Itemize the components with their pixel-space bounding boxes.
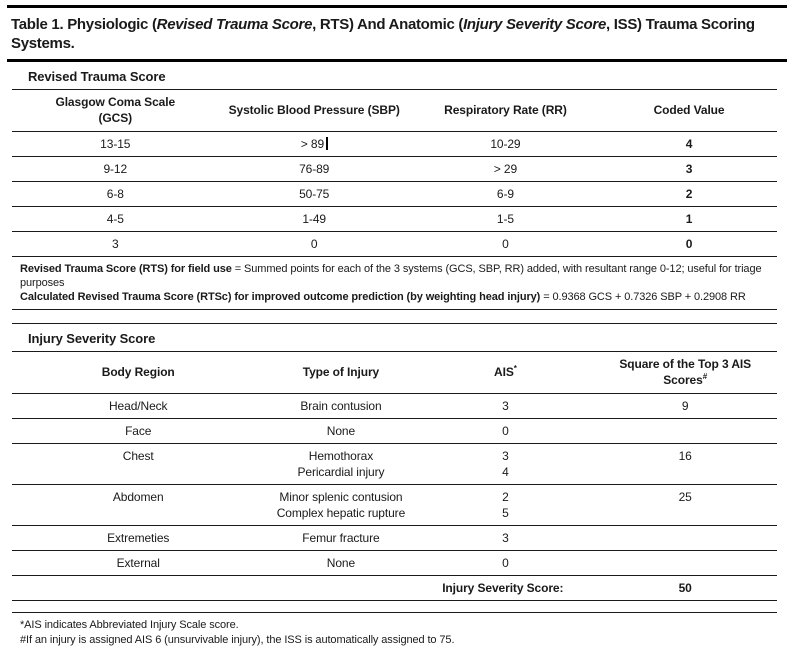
table-row: 3 0 0 0	[12, 231, 777, 257]
cell-coded-value: 2	[601, 181, 777, 207]
column-header-square-top3: Square of the Top 3 AIS Scores#	[593, 352, 777, 394]
section-title-iss: Injury Severity Score	[12, 323, 777, 352]
column-header-coded-value: Coded Value	[601, 90, 777, 132]
table-row: Face None 0	[12, 418, 777, 444]
text-cursor	[326, 137, 328, 150]
cell-gcs: 4-5	[12, 206, 219, 232]
cell-type-of-injury: Femur fracture	[264, 525, 418, 551]
cell-coded-value: 3	[601, 156, 777, 182]
table-row: Extremeties Femur fracture 3	[12, 525, 777, 551]
title-segment: , ISS) Trauma Scoring Systems.	[11, 16, 755, 52]
cell-ais: 3	[417, 525, 594, 551]
cell-gcs: 6-8	[12, 181, 219, 207]
cell-sbp: 1-49	[218, 206, 410, 232]
cell-body-region: Extremeties	[12, 525, 265, 551]
cell-ais: 0	[417, 550, 594, 576]
cell-type-of-injury: None	[264, 418, 418, 444]
cell-type-of-injury: None	[264, 550, 418, 576]
cell-rr: 0	[409, 231, 602, 257]
column-header-ais: AIS*	[417, 352, 594, 394]
cell-rr: 10-29	[409, 131, 602, 157]
document-page[interactable]: Table 1. Physiologic (Revised Trauma Sco…	[0, 5, 794, 651]
cell-body-region: Chest	[12, 443, 265, 485]
cell-type-of-injury: Hemothorax Pericardial injury	[264, 443, 418, 485]
cell-gcs: 13-15	[12, 131, 219, 157]
footnote-marker-asterisk: *	[513, 363, 517, 373]
note-rtsc-formula: Calculated Revised Trauma Score (RTSc) f…	[20, 291, 746, 303]
column-header-rr: Respiratory Rate (RR)	[409, 90, 602, 132]
cell-sbp: 50-75	[218, 181, 410, 207]
cell-square	[593, 550, 777, 576]
cell-body-region: External	[12, 550, 265, 576]
page-title: Table 1. Physiologic (Revised Trauma Sco…	[11, 15, 783, 53]
table-row: 9-12 76-89 > 29 3	[12, 156, 777, 182]
column-header-sbp: Systolic Blood Pressure (SBP)	[218, 90, 410, 132]
cell-body-region: Head/Neck	[12, 393, 265, 419]
cell-body-region: Face	[12, 418, 265, 444]
footnotes-block: *AIS indicates Abbreviated Injury Scale …	[12, 612, 777, 651]
cell-body-region: Abdomen	[12, 484, 265, 526]
table-row: 13-15 > 89 10-29 4	[12, 131, 777, 157]
iss-total-value: 50	[593, 575, 777, 601]
iss-total-row: Injury Severity Score: 50	[12, 575, 777, 601]
title-segment: , RTS) And Anatomic (	[312, 16, 464, 33]
footnote-iss-75: #If an injury is assigned AIS 6 (unsurvi…	[20, 633, 455, 646]
note-rts-field-use: Revised Trauma Score (RTS) for field use…	[20, 263, 762, 289]
cell-type-of-injury: Minor splenic contusion Complex hepatic r…	[264, 484, 418, 526]
column-header-type-of-injury: Type of Injury	[264, 352, 418, 394]
cell-square	[593, 525, 777, 551]
cell-square	[593, 418, 777, 444]
cell-coded-value: 0	[601, 231, 777, 257]
rts-header-row: Glasgow Coma Scale (GCS) Systolic Blood …	[12, 90, 777, 132]
cell-type-of-injury: Brain contusion	[264, 393, 418, 419]
cell-rr: 1-5	[409, 206, 602, 232]
cell-sbp: 76-89	[218, 156, 410, 182]
table-row: Head/Neck Brain contusion 3 9	[12, 393, 777, 419]
cell-square: 25	[593, 484, 777, 526]
table-row: Abdomen Minor splenic contusion Complex h…	[12, 484, 777, 526]
iss-header-row: Body Region Type of Injury AIS* Square o…	[12, 352, 777, 394]
cell-square: 16	[593, 443, 777, 485]
cell-rr: 6-9	[409, 181, 602, 207]
section-title-rts: Revised Trauma Score	[12, 62, 777, 90]
cell-square: 9	[593, 393, 777, 419]
title-segment-italic: Revised Trauma Score	[156, 16, 313, 33]
title-segment-italic: Injury Severity Score	[463, 16, 607, 33]
rts-notes: Revised Trauma Score (RTS) for field use…	[12, 257, 777, 310]
table-row: External None 0	[12, 550, 777, 576]
table-row: 4-5 1-49 1-5 1	[12, 206, 777, 232]
cell-sbp[interactable]: > 89	[218, 131, 410, 157]
cell-coded-value: 4	[601, 131, 777, 157]
cell-coded-value: 1	[601, 206, 777, 232]
cell-gcs: 3	[12, 231, 219, 257]
iss-table: Body Region Type of Injury AIS* Square o…	[12, 352, 777, 601]
iss-total-label: Injury Severity Score:	[12, 575, 594, 601]
table-title-block: Table 1. Physiologic (Revised Trauma Sco…	[7, 5, 787, 62]
column-header-body-region: Body Region	[12, 352, 265, 394]
column-header-gcs: Glasgow Coma Scale (GCS)	[12, 90, 219, 132]
rts-table: Glasgow Coma Scale (GCS) Systolic Blood …	[12, 90, 777, 257]
title-segment: Table 1. Physiologic (	[11, 16, 157, 33]
footnote-ais: *AIS indicates Abbreviated Injury Scale …	[20, 619, 239, 631]
cell-ais: 0	[417, 418, 594, 444]
cell-rr: > 29	[409, 156, 602, 182]
footnote-marker-hash: #	[702, 371, 708, 381]
cell-gcs: 9-12	[12, 156, 219, 182]
cell-ais: 3	[417, 393, 594, 419]
table-row: 6-8 50-75 6-9 2	[12, 181, 777, 207]
cell-sbp: 0	[218, 231, 410, 257]
